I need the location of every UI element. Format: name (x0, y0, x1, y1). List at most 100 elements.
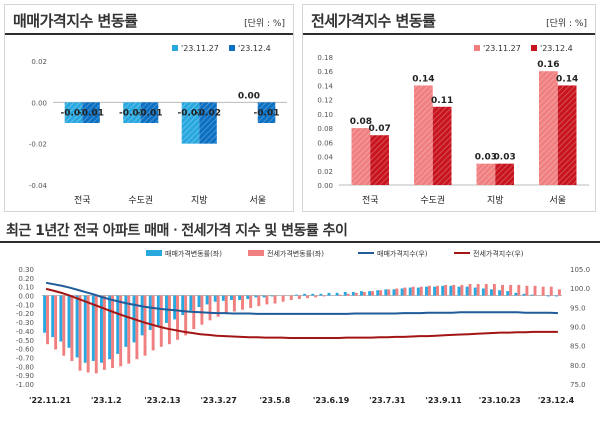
bar-매매가격변동률-좌-19 (197, 295, 201, 308)
bar-전세가격변동률-좌-63 (557, 289, 561, 296)
bar-전세가격변동률-좌-24 (241, 295, 244, 310)
bar-전세가격변동률-좌-9 (119, 295, 123, 367)
legend-swatch-23-12-4 (229, 45, 235, 51)
bar-전세가격변동률-좌-17 (184, 295, 188, 336)
bar-매매가격변동률-좌-47 (425, 286, 428, 296)
bar-매매가격변동률-좌-1 (51, 295, 55, 338)
legend-label-23-12-4: '23.12.4 (238, 44, 271, 53)
bar-전세가격변동률-좌-31 (297, 295, 301, 300)
x-tick-23-12-4: '23.12.4 (538, 396, 575, 405)
trend-chart: 매매가격변동률(좌) 전세가격변동률(좌) 매매가격지수(우) 전세가격지수(우) 0.… (16, 249, 590, 405)
bar-전세가격변동률-좌-30 (289, 295, 293, 300)
jeonse-change-panel: 전세가격지수 변동률 [단위 : %] '23.11.27 '23.12.4 0.1… (302, 4, 596, 212)
right-y-tick-85-0: 85.0 (570, 343, 586, 351)
data-label-서울-23-12-4: -0.01 (254, 108, 280, 118)
y-tick-0-18: 0.18 (317, 54, 333, 62)
bar-전세가격변동률-좌-3 (70, 295, 74, 361)
bar-매매가격변동률-좌-25 (246, 295, 250, 300)
data-label-수도권-23-12-4: 0.11 (431, 96, 453, 106)
bar-전세가격변동률-좌-28 (273, 295, 277, 304)
bar-전세가격변동률-좌-37 (346, 293, 350, 296)
bar-매매가격변동률-좌-42 (384, 289, 388, 296)
bar-매매가격변동률-좌-53 (473, 287, 477, 296)
bar-매매가격변동률-좌-45 (408, 287, 412, 296)
bar-전세가격변동률-좌-38 (354, 292, 358, 296)
bar-매매가격변동률-좌-49 (441, 285, 445, 296)
bar-전세가격변동률-좌-25 (249, 295, 253, 308)
legend-label-23-11-27: '23.11.27 (483, 44, 521, 53)
bar-매매가격변동률-좌-54 (481, 288, 485, 296)
left-y-tick-0-70: -0.70 (16, 354, 34, 362)
bar-전세가격변동률-좌-62 (549, 286, 553, 296)
bar-매매가격변동률-좌-28 (270, 295, 274, 297)
right-y-tick-95-0: 95.0 (570, 304, 586, 312)
bar-매매가격변동률-좌-17 (181, 295, 185, 315)
bar-지방-23-12-4 (495, 163, 514, 185)
bar-전세가격변동률-좌-57 (509, 284, 513, 296)
bar-매매가격변동률-좌-26 (254, 295, 258, 298)
bar-매매가격변동률-좌-40 (368, 291, 372, 296)
bar-전세가격변동률-좌-39 (362, 292, 366, 296)
bar-매매가격변동률-좌-44 (400, 288, 404, 296)
bar-전세가격변동률-좌-0 (46, 295, 49, 345)
x-tick-23-7-31: '23.7.31 (369, 396, 406, 405)
bar-전세가격변동률-좌-58 (517, 284, 521, 296)
x-tick-23-3-27: '23.3.27 (200, 396, 236, 405)
bar-매매가격변동률-좌-8 (108, 295, 112, 360)
y-tick-0-04: 0.04 (317, 154, 333, 162)
data-label-전국-23-12-4: 0.07 (369, 124, 391, 134)
bar-전세가격변동률-좌-32 (306, 295, 309, 299)
bar-매매가격변동률-좌-12 (140, 295, 144, 336)
bar-매매가격변동률-좌-27 (262, 295, 266, 298)
data-label-서울-23-11-27: 0.16 (537, 60, 559, 70)
bar-전세가격변동률-좌-4 (78, 295, 82, 371)
bar-매매가격변동률-좌-48 (433, 286, 437, 296)
bar-전세가격변동률-좌-48 (436, 285, 439, 296)
data-label-지방-23-11-27: -0.02 (177, 108, 203, 118)
bar-전세가격변동률-좌-40 (371, 291, 374, 296)
trend-panel-title: 최근 1년간 전국 아파트 매매ㆍ전세가격 지수 및 변동률 추이 (6, 223, 348, 239)
legend-label-23-11-27: '23.11.27 (181, 44, 219, 53)
data-label-지방-23-12-4: -0.02 (195, 108, 221, 118)
left-y-tick-0-50: -0.50 (16, 337, 34, 345)
bar-전국-23-11-27 (351, 128, 371, 185)
data-label-전국-23-11-27: 0.08 (350, 117, 372, 127)
bar-매매가격변동률-좌-55 (490, 289, 493, 296)
bar-전세가격변동률-좌-1 (54, 295, 58, 350)
y-tick-0-08: 0.08 (317, 125, 333, 133)
bar-전세가격변동률-좌-43 (395, 288, 399, 296)
line-전세가격지수-우 (45, 287, 558, 339)
data-label-서울-23-11-27: 0.00 (238, 91, 260, 101)
bar-매매가격변동률-좌-38 (351, 292, 355, 296)
bar-매매가격변동률-좌-32 (303, 293, 307, 296)
x-tick-22-11-21: '22.11.21 (29, 396, 71, 405)
bar-전세가격변동률-좌-56 (501, 284, 504, 296)
x-tick-수도권: 수도권 (420, 194, 445, 206)
bar-서울-23-12-4 (557, 85, 577, 185)
bar-지방-23-12-4 (199, 102, 217, 144)
bar-전세가격변동률-좌-60 (533, 285, 537, 296)
y-tick-0-00: 0.00 (317, 182, 333, 190)
bar-매매가격변동률-좌-16 (173, 295, 177, 320)
left-y-tick-0-30: -0.30 (16, 319, 34, 327)
bar-전국-23-11-27 (64, 102, 83, 123)
bar-전세가격변동률-좌-50 (452, 284, 456, 296)
x-tick-23-9-11: '23.9.11 (425, 396, 462, 405)
bar-매매가격변동률-좌-21 (213, 295, 217, 302)
bar-전세가격변동률-좌-54 (484, 284, 488, 296)
bar-전세가격변동률-좌-19 (200, 295, 204, 325)
bar-매매가격변동률-좌-0 (43, 295, 47, 333)
data-label-서울-23-12-4: 0.14 (556, 74, 578, 84)
sale-change-panel: 매매가격지수 변동률 [단위 : %] '23.11.27 '23.12.4 0.0… (4, 4, 294, 212)
bar-전세가격변동률-좌-49 (444, 284, 448, 296)
x-tick-서울: 서울 (249, 195, 266, 206)
bar-매매가격변동률-좌-58 (514, 292, 518, 296)
left-y-tick-0-10: 0.10 (18, 284, 34, 292)
bar-매매가격변동률-좌-7 (100, 295, 103, 363)
bar-전국-23-12-4 (82, 102, 100, 123)
bar-전세가격변동률-좌-51 (460, 284, 464, 296)
bar-전세가격변동률-좌-13 (151, 295, 155, 351)
legend-label-전세가격변동률-좌: 전세가격변동률(좌) (267, 249, 324, 258)
bar-전국-23-12-4 (370, 135, 389, 185)
bar-매매가격변동률-좌-23 (230, 295, 233, 300)
